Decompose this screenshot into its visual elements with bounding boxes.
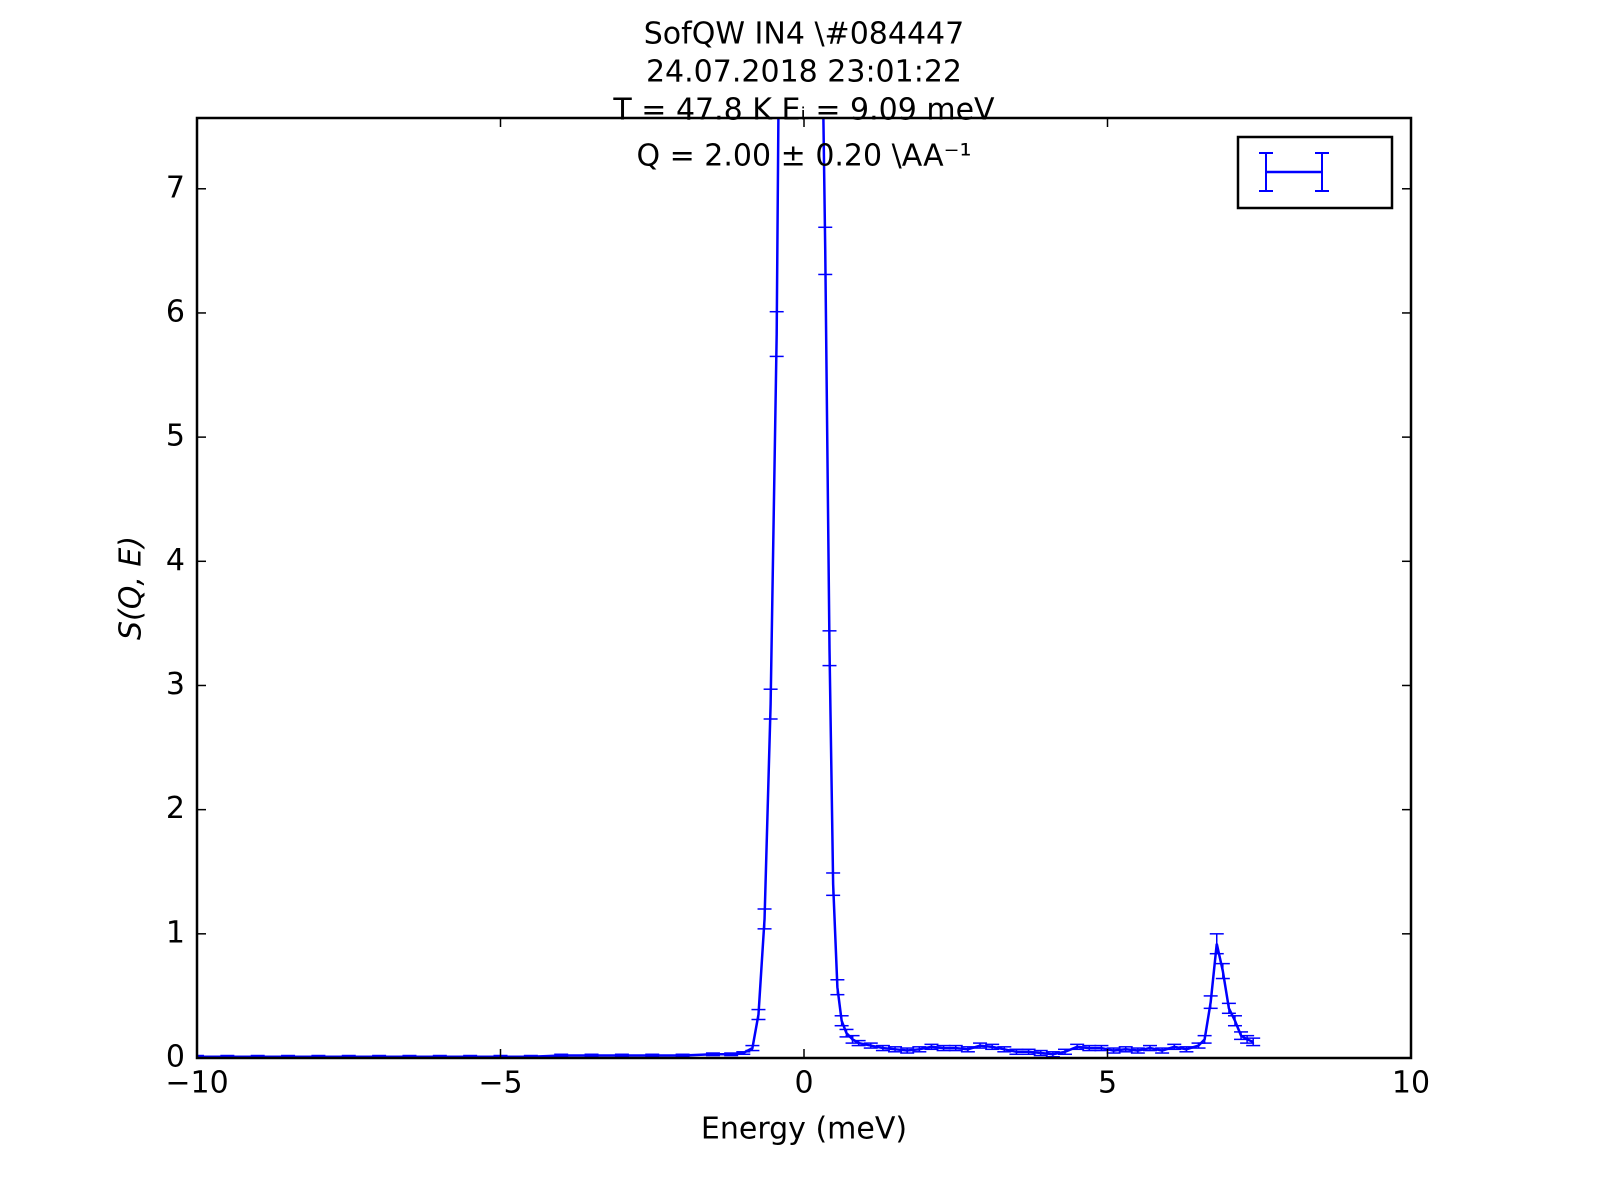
y-axis-label: S(Q, E) — [114, 536, 149, 640]
error-bar — [818, 226, 833, 276]
chart-title: Q = 2.00 ± 0.20 \AA⁻¹ — [636, 139, 971, 174]
plot-marks — [197, 118, 1261, 1058]
error-bar — [1009, 1048, 1024, 1056]
error-bar — [826, 872, 841, 897]
error-bar — [1021, 1048, 1036, 1056]
error-bar — [985, 1043, 1000, 1051]
x-tick-label: 0 — [794, 1066, 813, 1101]
error-bar — [1209, 933, 1224, 955]
error-bar — [1221, 1002, 1236, 1015]
error-bar — [705, 1052, 720, 1057]
x-tick-label: 5 — [1098, 1066, 1117, 1101]
error-bar — [1106, 1047, 1121, 1054]
error-bar — [845, 1034, 860, 1044]
error-bar — [763, 688, 778, 720]
error-bar — [888, 1046, 903, 1053]
y-tick-label: 3 — [166, 667, 185, 702]
error-bar — [851, 1039, 866, 1047]
error-bar — [1082, 1044, 1097, 1052]
error-bar — [1203, 995, 1218, 1010]
y-tick-label: 0 — [166, 1040, 185, 1075]
error-bar — [1033, 1049, 1048, 1057]
error-bar — [912, 1046, 927, 1053]
plot-frame — [195, 116, 1413, 1060]
error-bar — [997, 1046, 1012, 1053]
error-bar — [1227, 1015, 1242, 1027]
error-bar — [948, 1044, 963, 1052]
error-bar — [1058, 1048, 1073, 1056]
error-bar — [757, 908, 772, 930]
error-bar — [751, 1008, 766, 1021]
y-tick-label: 2 — [166, 791, 185, 826]
error-bar — [1197, 1034, 1212, 1044]
error-bar — [834, 1015, 849, 1027]
error-bar — [924, 1043, 939, 1051]
error-bar — [973, 1042, 988, 1049]
error-bar — [1155, 1047, 1170, 1054]
x-axis-label: Energy (meV) — [701, 1112, 907, 1147]
error-bar — [745, 1044, 760, 1052]
error-bar — [1142, 1044, 1157, 1052]
error-bar — [197, 1054, 204, 1058]
error-bar — [1094, 1044, 1109, 1052]
error-bar — [900, 1047, 915, 1054]
chart-title: SofQW IN4 \#084447 — [644, 17, 964, 52]
y-tick-label: 1 — [166, 915, 185, 950]
error-bar — [960, 1046, 975, 1053]
error-bar — [1240, 1034, 1255, 1044]
error-bar — [1179, 1046, 1194, 1053]
error-bar — [736, 1051, 751, 1056]
error-bar — [724, 1052, 739, 1057]
y-tick-label: 6 — [166, 294, 185, 329]
y-tick-label: 5 — [166, 419, 185, 454]
error-bar — [1215, 962, 1230, 980]
error-bar — [1167, 1043, 1182, 1051]
error-bar — [936, 1044, 951, 1052]
error-bar — [1118, 1046, 1133, 1053]
error-bar — [1130, 1047, 1145, 1054]
x-tick-label: −10 — [165, 1066, 228, 1101]
error-bar — [875, 1044, 890, 1052]
error-bar — [830, 979, 845, 996]
error-bar — [769, 310, 784, 358]
y-tick-label: 7 — [166, 170, 185, 205]
y-tick-label: 4 — [166, 543, 185, 578]
error-bar — [1070, 1043, 1085, 1051]
error-bar — [822, 630, 837, 667]
x-tick-label: 10 — [1392, 1066, 1430, 1101]
chart-title: 24.07.2018 23:01:22 — [646, 55, 962, 90]
x-tick-label: −5 — [478, 1066, 522, 1101]
error-bar — [1246, 1037, 1261, 1047]
error-bar — [863, 1042, 878, 1049]
